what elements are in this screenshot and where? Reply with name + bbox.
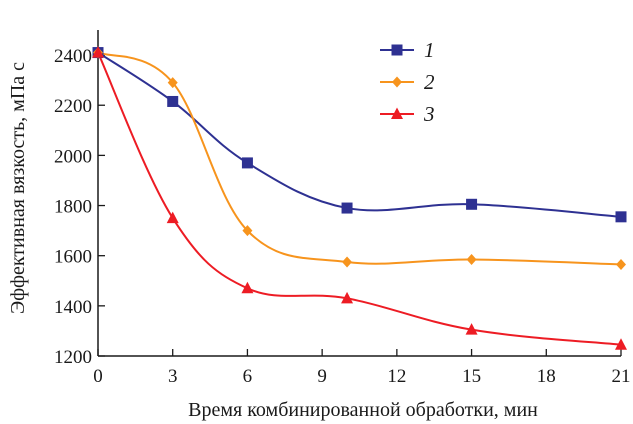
legend: 1 2 3 [380, 38, 435, 126]
x-axis-title: Время комбинированной обработки, мин [188, 399, 538, 421]
series-2-point [167, 77, 178, 89]
series-3-point [166, 211, 179, 224]
legend-2-label: 2 [424, 70, 435, 94]
x-axis-ticks: 0 3 6 9 12 15 18 21 [93, 349, 631, 387]
series-2-point [242, 225, 253, 237]
legend-2-marker [392, 76, 402, 88]
series-2-point [342, 256, 353, 268]
legend-1-label: 1 [424, 38, 435, 62]
y-tick-label: 1200 [54, 347, 92, 368]
y-tick-label: 2200 [54, 96, 92, 117]
series-3-point [92, 46, 104, 58]
plot-area: 0 3 6 9 12 15 18 21 120014001600180020002200240… [54, 30, 631, 387]
x-tick-label: 0 [93, 366, 103, 387]
x-tick-label: 6 [243, 366, 253, 387]
x-tick-label: 3 [168, 366, 178, 387]
series-3-point [341, 291, 354, 304]
legend-3-marker [391, 107, 403, 119]
series-2-point [466, 253, 477, 265]
x-tick-label: 9 [317, 366, 327, 387]
y-axis-title: Эффективная вязкость, мПа с [7, 62, 29, 314]
y-axis-ticks: 1200 1400 1600 1800 2000 2200 2400 [54, 46, 105, 368]
series-3-point [241, 281, 254, 294]
x-tick-label: 21 [612, 366, 631, 387]
y-tick-label: 1800 [54, 197, 92, 218]
legend-3-label: 3 [423, 102, 435, 126]
x-tick-label: 18 [537, 366, 556, 387]
y-tick-label: 1400 [54, 297, 92, 318]
series-2-line [97, 51, 622, 266]
series-1-point [241, 157, 253, 169]
series-3-line [97, 52, 622, 346]
series-markers [92, 46, 627, 350]
x-tick-label: 12 [387, 366, 406, 387]
series-3-point [615, 338, 627, 350]
series-1-point [341, 202, 353, 214]
series-1-point [167, 95, 179, 107]
series-2-point [616, 258, 626, 270]
legend-1-marker [391, 44, 403, 56]
y-tick-label: 2400 [54, 46, 92, 67]
series-1-point [615, 211, 627, 223]
series-1-line [97, 51, 622, 218]
series-1-point [466, 198, 478, 210]
series-3-point [465, 323, 478, 335]
y-tick-label: 1600 [54, 247, 92, 268]
x-tick-label: 15 [462, 366, 481, 387]
y-tick-label: 2000 [54, 146, 92, 167]
